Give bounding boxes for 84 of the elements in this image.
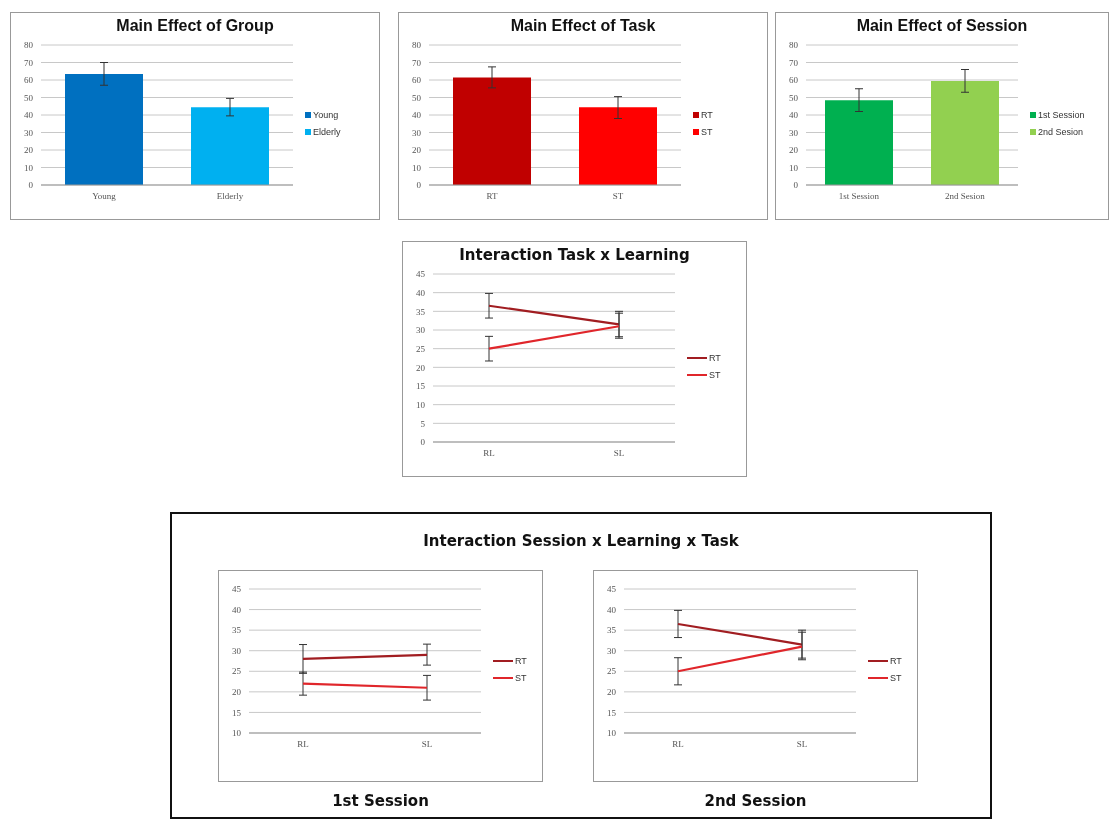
legend-label: RT — [515, 655, 527, 666]
legend-label: ST — [709, 369, 721, 380]
x-tick-label: RL — [483, 448, 495, 459]
y-tick-label: 20 — [789, 145, 799, 156]
y-tick-label: 10 — [24, 162, 34, 173]
x-tick-label: Young — [92, 191, 117, 202]
y-tick-label: 40 — [416, 287, 426, 298]
y-tick-label: 20 — [412, 145, 422, 156]
y-tick-label: 0 — [793, 180, 799, 191]
y-tick-label: 50 — [412, 92, 422, 103]
y-tick-label: 0 — [28, 180, 34, 191]
y-tick-label: 40 — [24, 110, 34, 121]
y-tick-label: 20 — [416, 362, 426, 373]
chart-title: Main Effect of Task — [509, 16, 657, 36]
y-tick-label: 25 — [607, 666, 617, 677]
y-tick-label: 10 — [232, 728, 242, 739]
y-tick-label: 60 — [412, 75, 422, 86]
y-tick-label: 10 — [416, 399, 426, 410]
y-tick-label: 35 — [607, 625, 617, 636]
y-tick-label: 30 — [789, 127, 799, 138]
y-tick-label: 40 — [232, 604, 242, 615]
y-tick-label: 10 — [607, 728, 617, 739]
legend-label: RT — [709, 352, 721, 363]
y-tick-label: 80 — [412, 40, 422, 51]
y-tick-label: 15 — [416, 381, 426, 392]
y-tick-label: 15 — [607, 707, 617, 718]
legend-label: ST — [701, 126, 713, 137]
y-tick-label: 40 — [789, 110, 799, 121]
y-tick-label: 45 — [416, 269, 426, 280]
y-tick-label: 5 — [420, 418, 426, 429]
y-tick-label: 50 — [789, 92, 799, 103]
x-tick-label: SL — [421, 739, 433, 750]
y-tick-label: 30 — [412, 127, 422, 138]
y-tick-label: 60 — [24, 75, 34, 86]
y-tick-label: 0 — [416, 180, 422, 191]
y-tick-label: 10 — [412, 162, 422, 173]
legend-label: 2nd Sesion — [1038, 126, 1084, 137]
y-tick-label: 80 — [789, 40, 799, 51]
x-tick-label: Elderly — [216, 191, 244, 202]
y-tick-label: 20 — [232, 687, 242, 698]
legend-label: ST — [515, 672, 527, 683]
y-tick-label: 35 — [232, 625, 242, 636]
x-tick-label: RT — [486, 191, 498, 202]
legend-label: Young — [313, 109, 339, 120]
y-tick-label: 0 — [420, 437, 426, 448]
y-tick-label: 20 — [607, 687, 617, 698]
y-tick-label: 30 — [607, 645, 617, 656]
chart-title: Main Effect of Session — [855, 16, 1029, 36]
y-tick-label: 45 — [232, 584, 242, 595]
y-tick-label: 30 — [416, 325, 426, 336]
y-tick-label: 25 — [232, 666, 242, 677]
legend-label: Elderly — [313, 126, 341, 137]
y-tick-label: 40 — [607, 604, 617, 615]
x-tick-label: SL — [796, 739, 808, 750]
text: 2nd Session — [703, 791, 808, 810]
y-tick-label: 70 — [789, 57, 799, 68]
chart-title: Interaction Task x Learning — [458, 245, 691, 266]
y-tick-label: 70 — [24, 57, 34, 68]
text: Interaction Session x Learning x Task — [422, 531, 740, 552]
text: 1st Session — [331, 791, 430, 810]
x-tick-label: RL — [672, 739, 684, 750]
y-tick-label: 35 — [416, 306, 426, 317]
x-tick-label: 2nd Sesion — [945, 191, 986, 202]
y-tick-label: 70 — [412, 57, 422, 68]
y-tick-label: 60 — [789, 75, 799, 86]
y-tick-label: 45 — [607, 584, 617, 595]
y-tick-label: 20 — [24, 145, 34, 156]
legend-label: 1st Session — [1038, 109, 1085, 120]
legend-label: RT — [890, 655, 902, 666]
x-tick-label: SL — [613, 448, 625, 459]
chart-title: Main Effect of Group — [115, 16, 275, 36]
x-tick-label: RL — [297, 739, 309, 750]
y-tick-label: 50 — [24, 92, 34, 103]
y-tick-label: 10 — [789, 162, 799, 173]
y-tick-label: 30 — [232, 645, 242, 656]
x-tick-label: 1st Session — [838, 191, 880, 202]
y-tick-label: 80 — [24, 40, 34, 51]
y-tick-label: 40 — [412, 110, 422, 121]
y-tick-label: 25 — [416, 343, 426, 354]
y-tick-label: 15 — [232, 707, 242, 718]
y-tick-label: 30 — [24, 127, 34, 138]
x-tick-label: ST — [612, 191, 624, 202]
legend-label: ST — [890, 672, 902, 683]
legend-label: RT — [701, 109, 713, 120]
